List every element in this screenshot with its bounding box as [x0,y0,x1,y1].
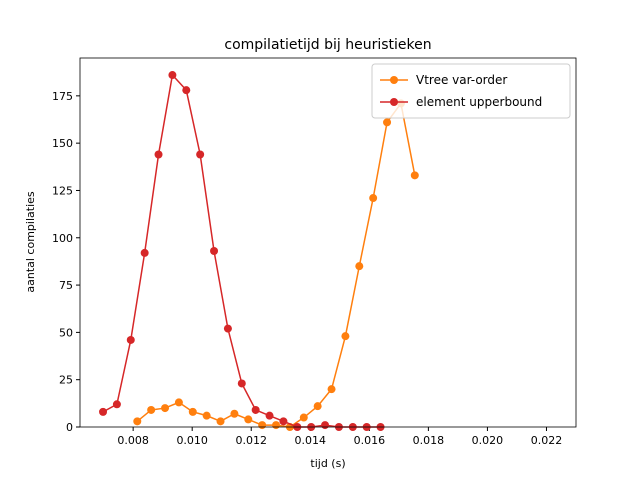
y-tick-label: 125 [52,184,73,197]
data-point [188,407,197,416]
y-tick-label: 50 [59,326,73,339]
data-point [161,404,170,413]
data-point [223,324,232,333]
data-point [355,262,364,271]
y-axis-label: aantal compilaties [24,191,37,293]
x-axis-label: tijd (s) [310,457,345,470]
data-point [140,248,149,257]
data-point [154,150,163,159]
data-point [251,405,260,414]
data-point [272,421,281,430]
data-point [230,409,239,418]
x-tick-label: 0.016 [354,434,386,447]
y-tick-label: 0 [66,421,73,434]
data-point [126,335,135,344]
x-tick-label: 0.018 [413,434,445,447]
y-tick-label: 75 [59,279,73,292]
x-tick-label: 0.020 [472,434,504,447]
data-point [383,118,392,127]
x-tick-label: 0.010 [176,434,208,447]
data-point [299,413,308,422]
legend-marker [390,98,398,106]
x-tick-label: 0.008 [117,434,149,447]
data-point [327,385,336,394]
y-tick-label: 150 [52,137,73,150]
y-tick-label: 25 [59,374,73,387]
x-tick-label: 0.014 [295,434,327,447]
data-point [99,407,108,416]
data-point [202,411,211,420]
data-point [410,171,419,180]
data-point [147,405,156,414]
data-point [216,417,225,426]
data-point [237,379,246,388]
data-point [133,417,142,426]
legend-label: Vtree var-order [416,73,507,87]
data-point [210,247,219,256]
x-tick-label: 0.012 [235,434,267,447]
legend-marker [390,76,398,84]
data-point [265,411,274,420]
data-point [174,398,183,407]
data-point [196,150,205,159]
data-point [258,421,267,430]
chart-title: compilatietijd bij heuristieken [224,37,431,53]
data-point [279,417,288,426]
data-point [321,421,330,430]
data-point [112,400,121,409]
data-point [369,194,378,203]
legend-box [371,63,571,119]
data-point [168,71,177,80]
data-point [341,332,350,341]
data-point [182,86,191,95]
x-tick-label: 0.022 [531,434,563,447]
y-tick-label: 175 [52,90,73,103]
plot-frame [79,57,577,428]
legend-label: element upperbound [416,95,542,109]
data-point [313,402,322,411]
data-point [244,415,253,424]
y-tick-label: 100 [52,232,73,245]
series-line [136,101,416,428]
